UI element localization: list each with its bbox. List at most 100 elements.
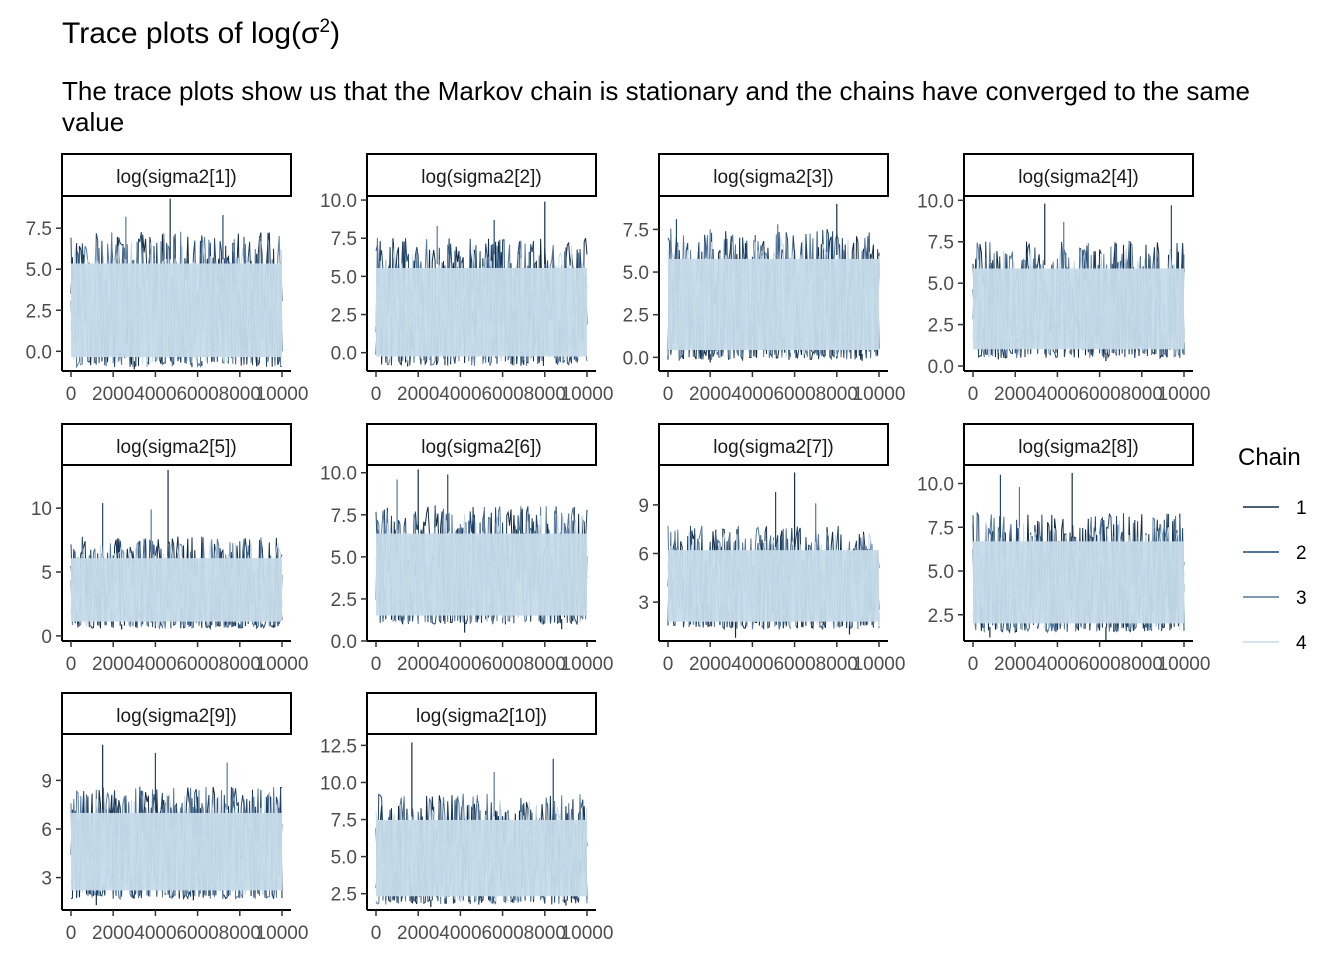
x-tick-label: 0 xyxy=(968,654,979,675)
x-tick-label: 0 xyxy=(968,384,979,405)
x-tick-label: 8000 xyxy=(524,384,566,405)
chain-4-trace-line xyxy=(667,237,880,358)
x-tick-label: 8000 xyxy=(524,654,566,675)
y-tick-label: 7.5 xyxy=(928,233,954,254)
facet-strip-label: log(sigma2[9]) xyxy=(116,706,236,727)
y-tick-label: 2.5 xyxy=(928,316,954,337)
x-tick-label: 0 xyxy=(66,654,77,675)
facet-strip-label: log(sigma2[3]) xyxy=(713,167,833,188)
x-tick-label: 4000 xyxy=(731,384,773,405)
y-tick-label: 2.5 xyxy=(26,301,52,322)
chain-4-trace-line xyxy=(375,245,588,364)
chain-4-trace-line xyxy=(667,531,880,628)
x-tick-label: 8000 xyxy=(1121,654,1163,675)
x-tick-label: 8000 xyxy=(816,384,858,405)
x-tick-label: 4000 xyxy=(1036,654,1078,675)
y-tick-label: 0.0 xyxy=(331,344,357,365)
legend-label-chain-3: 3 xyxy=(1296,588,1307,609)
x-tick-label: 4000 xyxy=(439,384,481,405)
y-tick-label: 3 xyxy=(41,869,52,890)
x-tick-label: 8000 xyxy=(1121,384,1163,405)
x-tick-label: 8000 xyxy=(219,654,261,675)
x-tick-label: 8000 xyxy=(219,923,261,944)
x-tick-label: 2000 xyxy=(994,384,1036,405)
x-tick-label: 2000 xyxy=(397,384,439,405)
legend-label-chain-2: 2 xyxy=(1296,543,1307,564)
x-tick-label: 8000 xyxy=(524,923,566,944)
y-tick-label: 10.0 xyxy=(320,191,357,212)
y-tick-label: 7.5 xyxy=(928,518,954,539)
facet-strip xyxy=(61,423,292,466)
facet-strip-label: log(sigma2[6]) xyxy=(421,437,541,458)
facet-panel: log(sigma2[3]) 0.0 2.5 5.0 7.5 0 2000 4000 6000 8… xyxy=(623,153,906,405)
facet-panel: log(sigma2[1]) 0.0 2.5 5.0 7.5 0 2000 4000 6000 8… xyxy=(26,153,308,405)
y-tick-label: 0.0 xyxy=(623,348,649,369)
x-tick-label: 6000 xyxy=(1078,384,1120,405)
y-tick-label: 5.0 xyxy=(26,260,52,281)
y-tick-label: 0.0 xyxy=(928,357,954,378)
y-tick-label: 2.5 xyxy=(623,306,649,327)
facet-panel: log(sigma2[10]) 2.5 5.0 7.5 10.0 12.5 0 2000 400… xyxy=(320,692,614,944)
chart-title-text: Trace plots of log( xyxy=(62,17,301,50)
x-tick-label: 6000 xyxy=(176,654,218,675)
chain-4-trace-line xyxy=(972,520,1185,631)
y-tick-label: 0.0 xyxy=(26,342,52,363)
y-tick-label: 5.0 xyxy=(928,562,954,583)
facet-strip-label: log(sigma2[8]) xyxy=(1018,437,1138,458)
y-tick-label: 2.5 xyxy=(331,885,357,906)
x-tick-label: 10000 xyxy=(853,384,906,405)
x-tick-label: 0 xyxy=(371,384,382,405)
x-tick-label: 0 xyxy=(663,384,674,405)
y-tick-label: 10.0 xyxy=(917,475,954,496)
y-tick-label: 10.0 xyxy=(320,464,357,485)
y-tick-label: 10.0 xyxy=(320,773,357,794)
x-tick-label: 6000 xyxy=(481,654,523,675)
facet-strip xyxy=(366,423,597,466)
x-tick-label: 2000 xyxy=(92,923,134,944)
y-tick-label: 10 xyxy=(31,499,52,520)
facet-strip-label: log(sigma2[4]) xyxy=(1018,167,1138,188)
x-tick-label: 10000 xyxy=(256,923,309,944)
facet-strip xyxy=(61,692,292,735)
facet-panel: log(sigma2[8]) 2.5 5.0 7.5 10.0 0 2000 4000 6000… xyxy=(917,423,1210,675)
y-tick-label: 6 xyxy=(638,545,649,566)
x-tick-label: 4000 xyxy=(439,654,481,675)
x-tick-label: 2000 xyxy=(92,384,134,405)
facet-strip xyxy=(963,153,1194,197)
y-tick-label: 2.5 xyxy=(331,306,357,327)
x-tick-label: 4000 xyxy=(134,384,176,405)
y-tick-label: 5.0 xyxy=(331,267,357,288)
x-tick-label: 8000 xyxy=(219,384,261,405)
facet-panel: log(sigma2[4]) 0.0 2.5 5.0 7.5 10.0 0 2000 4000 6… xyxy=(917,153,1210,405)
x-tick-label: 0 xyxy=(663,654,674,675)
y-tick-label: 10.0 xyxy=(917,191,954,212)
x-tick-label: 4000 xyxy=(134,923,176,944)
y-tick-label: 7.5 xyxy=(331,229,357,250)
x-tick-label: 10000 xyxy=(561,923,614,944)
x-tick-label: 2000 xyxy=(397,654,439,675)
y-tick-label: 9 xyxy=(41,771,52,792)
x-tick-label: 6000 xyxy=(481,923,523,944)
y-tick-label: 5 xyxy=(41,563,52,584)
x-tick-label: 2000 xyxy=(994,654,1036,675)
chain-4-trace-line xyxy=(70,239,283,366)
y-tick-label: 2.5 xyxy=(928,606,954,627)
x-tick-label: 4000 xyxy=(1036,384,1078,405)
x-tick-label: 2000 xyxy=(689,384,731,405)
chart-title-sigma: σ xyxy=(301,17,320,50)
y-tick-label: 5.0 xyxy=(331,848,357,869)
x-tick-label: 0 xyxy=(66,923,77,944)
facet-strip-label: log(sigma2[2]) xyxy=(421,167,541,188)
y-tick-label: 5.0 xyxy=(331,548,357,569)
y-tick-label: 7.5 xyxy=(331,506,357,527)
chain-4-trace-line xyxy=(375,513,588,623)
y-tick-label: 7.5 xyxy=(331,811,357,832)
y-tick-label: 5.0 xyxy=(623,263,649,284)
facet-strip xyxy=(61,153,292,197)
legend-title: Chain xyxy=(1238,444,1301,471)
facet-strip-label: log(sigma2[5]) xyxy=(116,437,236,458)
chain-4-trace-line xyxy=(70,793,283,896)
